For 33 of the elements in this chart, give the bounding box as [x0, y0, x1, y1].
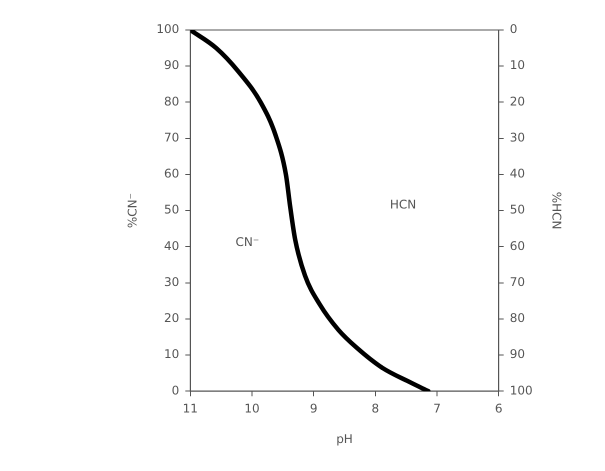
y2-tick-label: 80	[510, 311, 525, 326]
y2-tick-label: 0	[510, 22, 518, 36]
y2-tick-label: 70	[510, 274, 525, 289]
y-tick-label: 40	[164, 238, 180, 253]
y2-tick-label: 90	[510, 347, 525, 362]
x-tick-label: 9	[310, 402, 318, 416]
y-tick-label: 20	[164, 311, 180, 326]
x-tick-label: 6	[494, 402, 503, 416]
y-tick-label: 10	[164, 347, 180, 362]
y2-axis-title: %HCN	[550, 192, 564, 230]
y2-tick-label: 20	[510, 94, 525, 108]
y-tick-label: 70	[164, 130, 180, 144]
x-tick-label: 8	[372, 402, 380, 416]
x-tick-label: 11	[182, 402, 198, 416]
x-tick-label: 10	[244, 402, 260, 416]
y2-tick-label: 30	[510, 130, 525, 144]
y2-tick-label: 100	[510, 383, 533, 398]
y2-tick-label: 40	[510, 166, 525, 181]
y-tick-label: 0	[172, 383, 180, 398]
x-axis-title: pH	[336, 432, 353, 446]
y2-tick-label: 60	[510, 238, 525, 253]
y-tick-label: 90	[164, 58, 180, 72]
y-tick-label: 100	[156, 22, 180, 36]
y2-tick-label: 10	[510, 58, 525, 72]
annotation: HCN	[390, 197, 416, 212]
y-axis-title: %CN⁻	[125, 193, 140, 228]
annotation: CN⁻	[236, 235, 260, 250]
y2-tick-label: 50	[510, 202, 525, 217]
x-tick-label: 7	[433, 402, 441, 416]
y-tick-label: 30	[164, 274, 180, 289]
y-tick-label: 80	[164, 94, 180, 108]
y-tick-label: 50	[164, 202, 180, 217]
y-tick-label: 60	[164, 166, 180, 181]
